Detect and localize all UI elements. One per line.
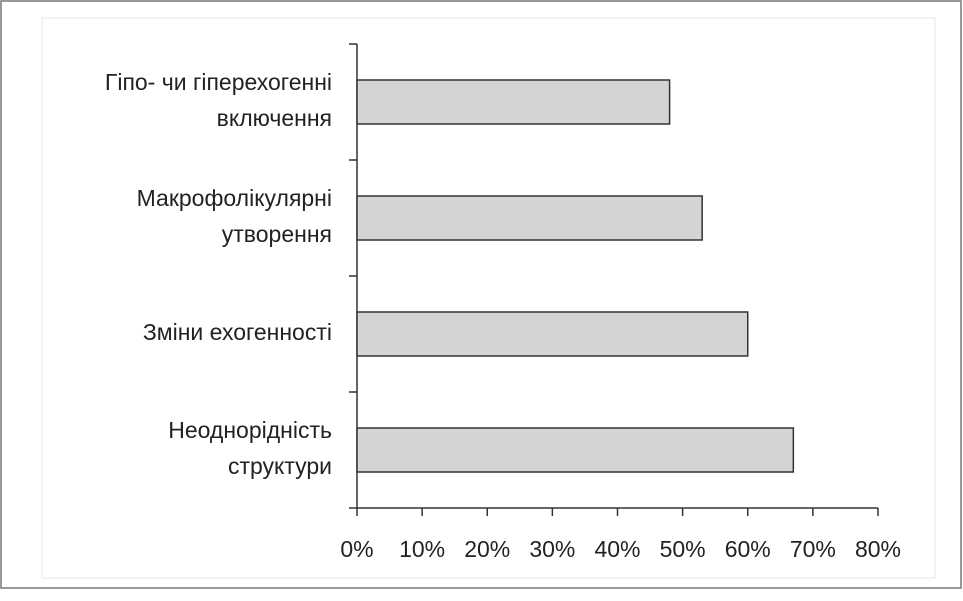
x-tick-label: 40% xyxy=(594,536,640,562)
x-tick-label: 20% xyxy=(464,536,510,562)
bar xyxy=(356,79,671,125)
bar xyxy=(356,195,703,241)
x-tick-label: 70% xyxy=(790,536,836,562)
x-tick-label: 60% xyxy=(725,536,771,562)
category-label: Неоднорідність xyxy=(168,417,332,443)
bar xyxy=(356,427,795,473)
category-label: Макрофолікулярні xyxy=(137,185,332,211)
category-label: утворення xyxy=(222,221,332,247)
x-tick-label: 50% xyxy=(660,536,706,562)
bar xyxy=(356,311,749,357)
inner-frame xyxy=(41,17,936,579)
category-label: Зміни ехогенності xyxy=(143,319,332,345)
category-label: структури xyxy=(228,453,332,479)
x-tick-label: 30% xyxy=(529,536,575,562)
x-tick-label: 10% xyxy=(399,536,445,562)
x-tick-label: 0% xyxy=(340,536,373,562)
outer-frame xyxy=(0,0,962,589)
x-tick-label: 80% xyxy=(855,536,901,562)
category-label: Гіпо- чи гіперехогенні xyxy=(105,69,332,95)
category-label: включення xyxy=(217,105,332,131)
